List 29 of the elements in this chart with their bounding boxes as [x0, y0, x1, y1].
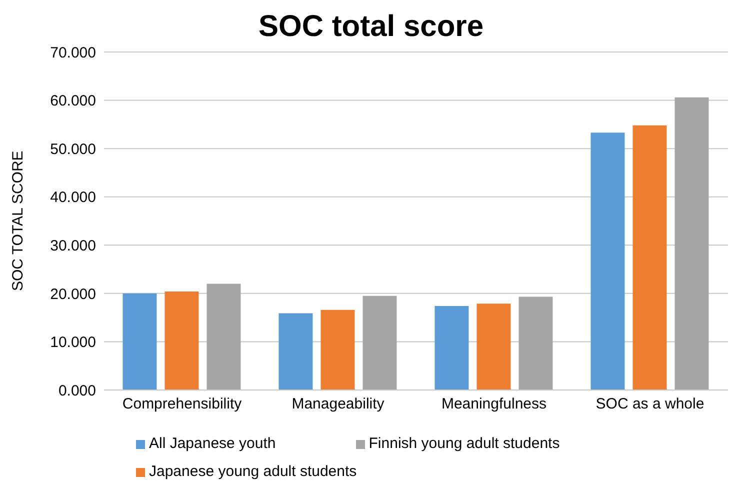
x-tick-label: Comprehensibility — [122, 396, 242, 413]
bar — [674, 97, 709, 390]
y-tick-label: 10.000 — [50, 334, 96, 352]
y-tick-label: 20.000 — [50, 286, 96, 303]
bar — [518, 296, 553, 390]
bar — [362, 296, 397, 390]
legend-label: Finnish young adult students — [368, 435, 560, 452]
bar — [206, 284, 241, 390]
bar — [590, 132, 625, 390]
bar — [632, 125, 667, 390]
y-tick-label: 70.000 — [50, 44, 96, 62]
bar — [122, 293, 157, 390]
chart-title: SOC total score — [257, 9, 485, 45]
bar — [476, 304, 511, 390]
x-tick-label: SOC as a whole — [596, 396, 704, 413]
y-tick-label: 60.000 — [50, 92, 96, 110]
y-tick-label: 0.000 — [58, 382, 96, 400]
x-tick-label: Meaningfulness — [441, 396, 547, 413]
legend-label: All Japanese youth — [149, 435, 276, 452]
x-tick-label: Manageability — [292, 396, 385, 413]
bar — [164, 291, 199, 390]
y-axis-title: SOC TOTAL SCORE — [9, 150, 26, 291]
bar — [434, 306, 469, 390]
bar — [320, 310, 355, 390]
y-tick-label: 30.000 — [50, 237, 96, 254]
y-tick-label: 40.000 — [50, 189, 96, 206]
y-tick-label: 50.000 — [50, 140, 96, 158]
legend-label: Japanese young adult students — [149, 463, 357, 480]
bar — [278, 313, 313, 390]
